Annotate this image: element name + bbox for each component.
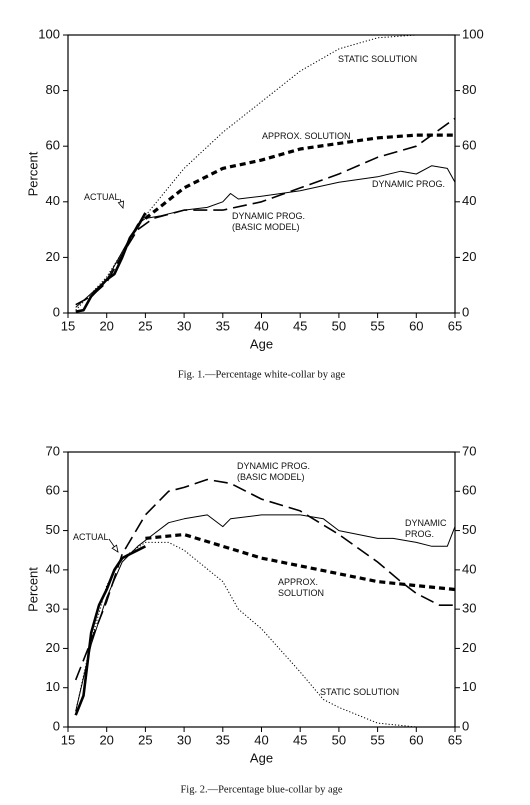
y-tick-label: 20 xyxy=(46,640,60,655)
series-label-text: DYNAMIC PROG. xyxy=(405,518,447,539)
y-tick-label: 70 xyxy=(46,443,60,458)
x-tick-label: 45 xyxy=(293,732,307,747)
x-tick-label: 55 xyxy=(370,318,384,333)
x-tick-label: 35 xyxy=(216,732,230,747)
series-line xyxy=(75,541,455,728)
x-tick-label: 15 xyxy=(61,732,75,747)
caption: Fig. 1.—Percentage white-collar by age xyxy=(178,369,346,380)
series-line xyxy=(74,545,146,716)
series-label: DYNAMIC PROG. (BASIC MODEL) xyxy=(232,211,306,232)
series-label: APPROX. SOLUTION xyxy=(262,131,351,141)
series-label-text: STATIC SOLUTION xyxy=(320,687,400,697)
x-tick-label: 25 xyxy=(138,732,152,747)
x-tick-label: 35 xyxy=(216,318,230,333)
y-tick-label: 60 xyxy=(46,483,60,498)
x-tick-label: 55 xyxy=(370,732,384,747)
series-line xyxy=(75,212,147,313)
y2-tick-label: 40 xyxy=(462,561,476,576)
series-line xyxy=(75,514,456,712)
x-tick-label: 20 xyxy=(99,732,113,747)
series-line xyxy=(75,165,456,308)
series-line xyxy=(75,34,455,311)
series-label: DYNAMIC PROG. (BASIC MODEL) xyxy=(237,461,311,482)
series-label: STATIC SOLUTION xyxy=(320,687,400,697)
plot-frame xyxy=(67,451,456,728)
series-label-text: STATIC SOLUTION xyxy=(338,54,418,64)
y-tick-label: 20 xyxy=(46,249,60,264)
x-tick-label: 65 xyxy=(448,732,462,747)
x-tick-label: 15 xyxy=(61,318,75,333)
y-axis-label: Percent xyxy=(25,151,40,196)
series-label: STATIC SOLUTION xyxy=(338,54,418,64)
series-label-text: DYNAMIC PROG. xyxy=(372,179,446,189)
y2-tick-label: 60 xyxy=(462,483,476,498)
x-axis-label: Age xyxy=(250,336,273,351)
x-tick-label: 65 xyxy=(448,318,462,333)
series-label: DYNAMIC PROG. xyxy=(405,518,447,539)
y2-tick-label: 30 xyxy=(462,601,476,616)
y2-tick-label: 0 xyxy=(462,304,469,319)
y-tick-label: 60 xyxy=(46,138,60,153)
series-label-text: ACTUAL xyxy=(73,532,109,542)
series-label: ACTUAL xyxy=(73,532,109,542)
y-axis-label: Percent xyxy=(25,567,40,612)
y2-tick-label: 80 xyxy=(462,82,476,97)
y2-tick-label: 10 xyxy=(462,679,476,694)
series-label-text: APPROX. SOLUTION xyxy=(262,131,351,141)
y-tick-label: 50 xyxy=(46,522,60,537)
x-tick-label: 50 xyxy=(332,732,346,747)
series-label-text: DYNAMIC PROG. (BASIC MODEL) xyxy=(232,211,306,232)
x-tick-label: 45 xyxy=(293,318,307,333)
y2-tick-label: 40 xyxy=(462,193,476,208)
x-tick-label: 30 xyxy=(177,318,191,333)
x-tick-label: 60 xyxy=(409,318,423,333)
x-tick-label: 25 xyxy=(138,318,152,333)
x-tick-label: 40 xyxy=(254,318,268,333)
series-line xyxy=(74,478,455,681)
y-tick-label: 40 xyxy=(46,193,60,208)
y-tick-label: 80 xyxy=(46,82,60,97)
x-axis-label: Age xyxy=(250,750,273,765)
chart: 15 20 25 30 35 40 45 50 55 60 65020406080100020406… xyxy=(25,26,483,380)
arrow-head xyxy=(111,544,119,553)
series-label-text: ACTUAL xyxy=(84,192,120,202)
y2-tick-label: 100 xyxy=(462,26,484,41)
caption: Fig. 2.—Percentage blue-collar by age xyxy=(180,784,342,795)
series-label: ACTUAL xyxy=(84,192,120,202)
y2-tick-label: 20 xyxy=(462,640,476,655)
x-tick-label: 60 xyxy=(409,732,423,747)
y-tick-label: 30 xyxy=(46,601,60,616)
x-tick-label: 50 xyxy=(332,318,346,333)
arrow-head xyxy=(117,200,124,209)
x-tick-label: 20 xyxy=(99,318,113,333)
y2-tick-label: 20 xyxy=(462,249,476,264)
y-tick-label: 0 xyxy=(53,304,60,319)
series-line xyxy=(75,117,456,306)
x-tick-label: 30 xyxy=(177,732,191,747)
y-tick-label: 100 xyxy=(38,26,60,41)
y2-tick-label: 70 xyxy=(462,443,476,458)
y-tick-label: 0 xyxy=(53,718,60,733)
series-line xyxy=(144,133,455,220)
series-label: APPROX. SOLUTION xyxy=(278,577,325,598)
y2-tick-label: 60 xyxy=(462,138,476,153)
y-tick-label: 40 xyxy=(46,561,60,576)
series-line xyxy=(145,532,456,592)
chart: 15 20 25 30 35 40 45 50 55 60 65010203040506070010… xyxy=(25,443,476,795)
y2-tick-label: 0 xyxy=(462,718,469,733)
series-label-text: APPROX. SOLUTION xyxy=(278,577,325,598)
x-tick-label: 40 xyxy=(254,732,268,747)
y2-tick-label: 50 xyxy=(462,522,476,537)
y-tick-label: 10 xyxy=(46,679,60,694)
series-label-text: DYNAMIC PROG. (BASIC MODEL) xyxy=(237,461,311,482)
series-label: DYNAMIC PROG. xyxy=(372,179,446,189)
